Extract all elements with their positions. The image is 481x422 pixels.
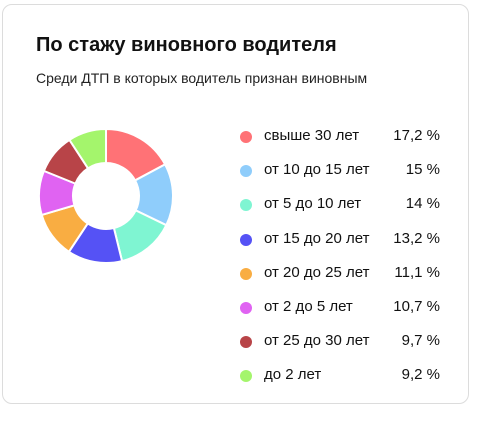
chart-title: По стажу виновного водителя [36,34,337,56]
legend-value: 11,1 % [394,263,440,281]
legend-value: 10,7 % [393,297,440,315]
legend-swatch [240,301,252,314]
legend-label: от 25 до 30 лет [264,332,370,350]
legend-item[interactable]: от 25 до 30 лет 9,7 % [240,330,444,364]
legend-value: 13,2 % [393,229,440,247]
legend-label: от 15 до 20 лет [264,229,370,247]
legend-swatch [240,370,252,383]
chart-card: По стажу виновного водителя Среди ДТП в … [2,4,469,404]
legend-value: 14 % [405,195,440,213]
legend-label: от 2 до 5 лет [264,297,353,315]
legend-label: свыше 30 лет [264,127,360,144]
legend-label: до 2 лет [264,366,322,384]
legend-label: от 5 до 10 лет [264,195,362,213]
legend-value: 9,2 % [401,366,440,384]
chart-legend: свыше 30 лет 17,2 % от 10 до 15 лет 15 % от … [240,125,444,399]
legend-value: 17,2 % [393,127,440,144]
legend-swatch [240,199,252,212]
legend-swatch [240,233,252,246]
legend-swatch [240,165,252,178]
legend-item[interactable]: до 2 лет 9,2 % [240,364,444,398]
legend-item[interactable]: от 10 до 15 лет 15 % [240,159,444,193]
legend-item[interactable]: от 20 до 25 лет 11,1 % [240,262,444,296]
legend-item[interactable]: от 5 до 10 лет 14 % [240,193,444,227]
chart-subtitle: Среди ДТП в которых водитель признан вин… [36,70,368,86]
legend-swatch [240,131,252,143]
legend-value: 15 % [405,161,440,179]
donut-slice[interactable] [68,128,107,170]
legend-item[interactable]: от 2 до 5 лет 10,7 % [240,296,444,330]
legend-swatch [240,336,252,349]
legend-label: от 20 до 25 лет [264,263,370,281]
legend-item[interactable]: свыше 30 лет 17,2 % [240,125,444,159]
donut-slices [38,128,174,264]
legend-label: от 10 до 15 лет [264,161,370,179]
legend-value: 9,7 % [401,332,440,350]
legend-item[interactable]: от 15 до 20 лет 13,2 % [240,228,444,262]
donut-chart [38,128,174,264]
legend-swatch [240,267,252,280]
